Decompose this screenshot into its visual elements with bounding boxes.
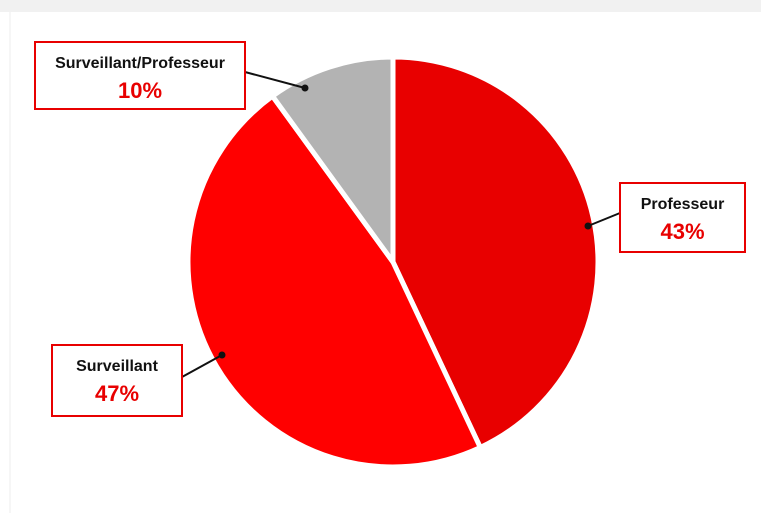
- category-label: Surveillant: [76, 358, 158, 375]
- label-box: [34, 41, 246, 110]
- label-box: [619, 182, 746, 253]
- leader-line: [587, 212, 621, 227]
- leader-dot: [301, 84, 309, 92]
- leader-dot: [218, 351, 226, 359]
- pie-slice: [185, 93, 483, 470]
- leader-line: [244, 71, 306, 89]
- value-label: 10%: [118, 78, 162, 103]
- label-box: [51, 344, 183, 417]
- leader-line: [181, 354, 223, 378]
- pie-slice: [390, 54, 601, 450]
- value-label: 43%: [660, 219, 704, 244]
- top-band: [0, 0, 761, 12]
- value-label: 47%: [95, 381, 139, 406]
- leader-dot: [584, 222, 592, 230]
- category-label: Professeur: [641, 196, 725, 213]
- category-label: Surveillant/Professeur: [55, 55, 225, 72]
- pie-slice: [270, 54, 396, 265]
